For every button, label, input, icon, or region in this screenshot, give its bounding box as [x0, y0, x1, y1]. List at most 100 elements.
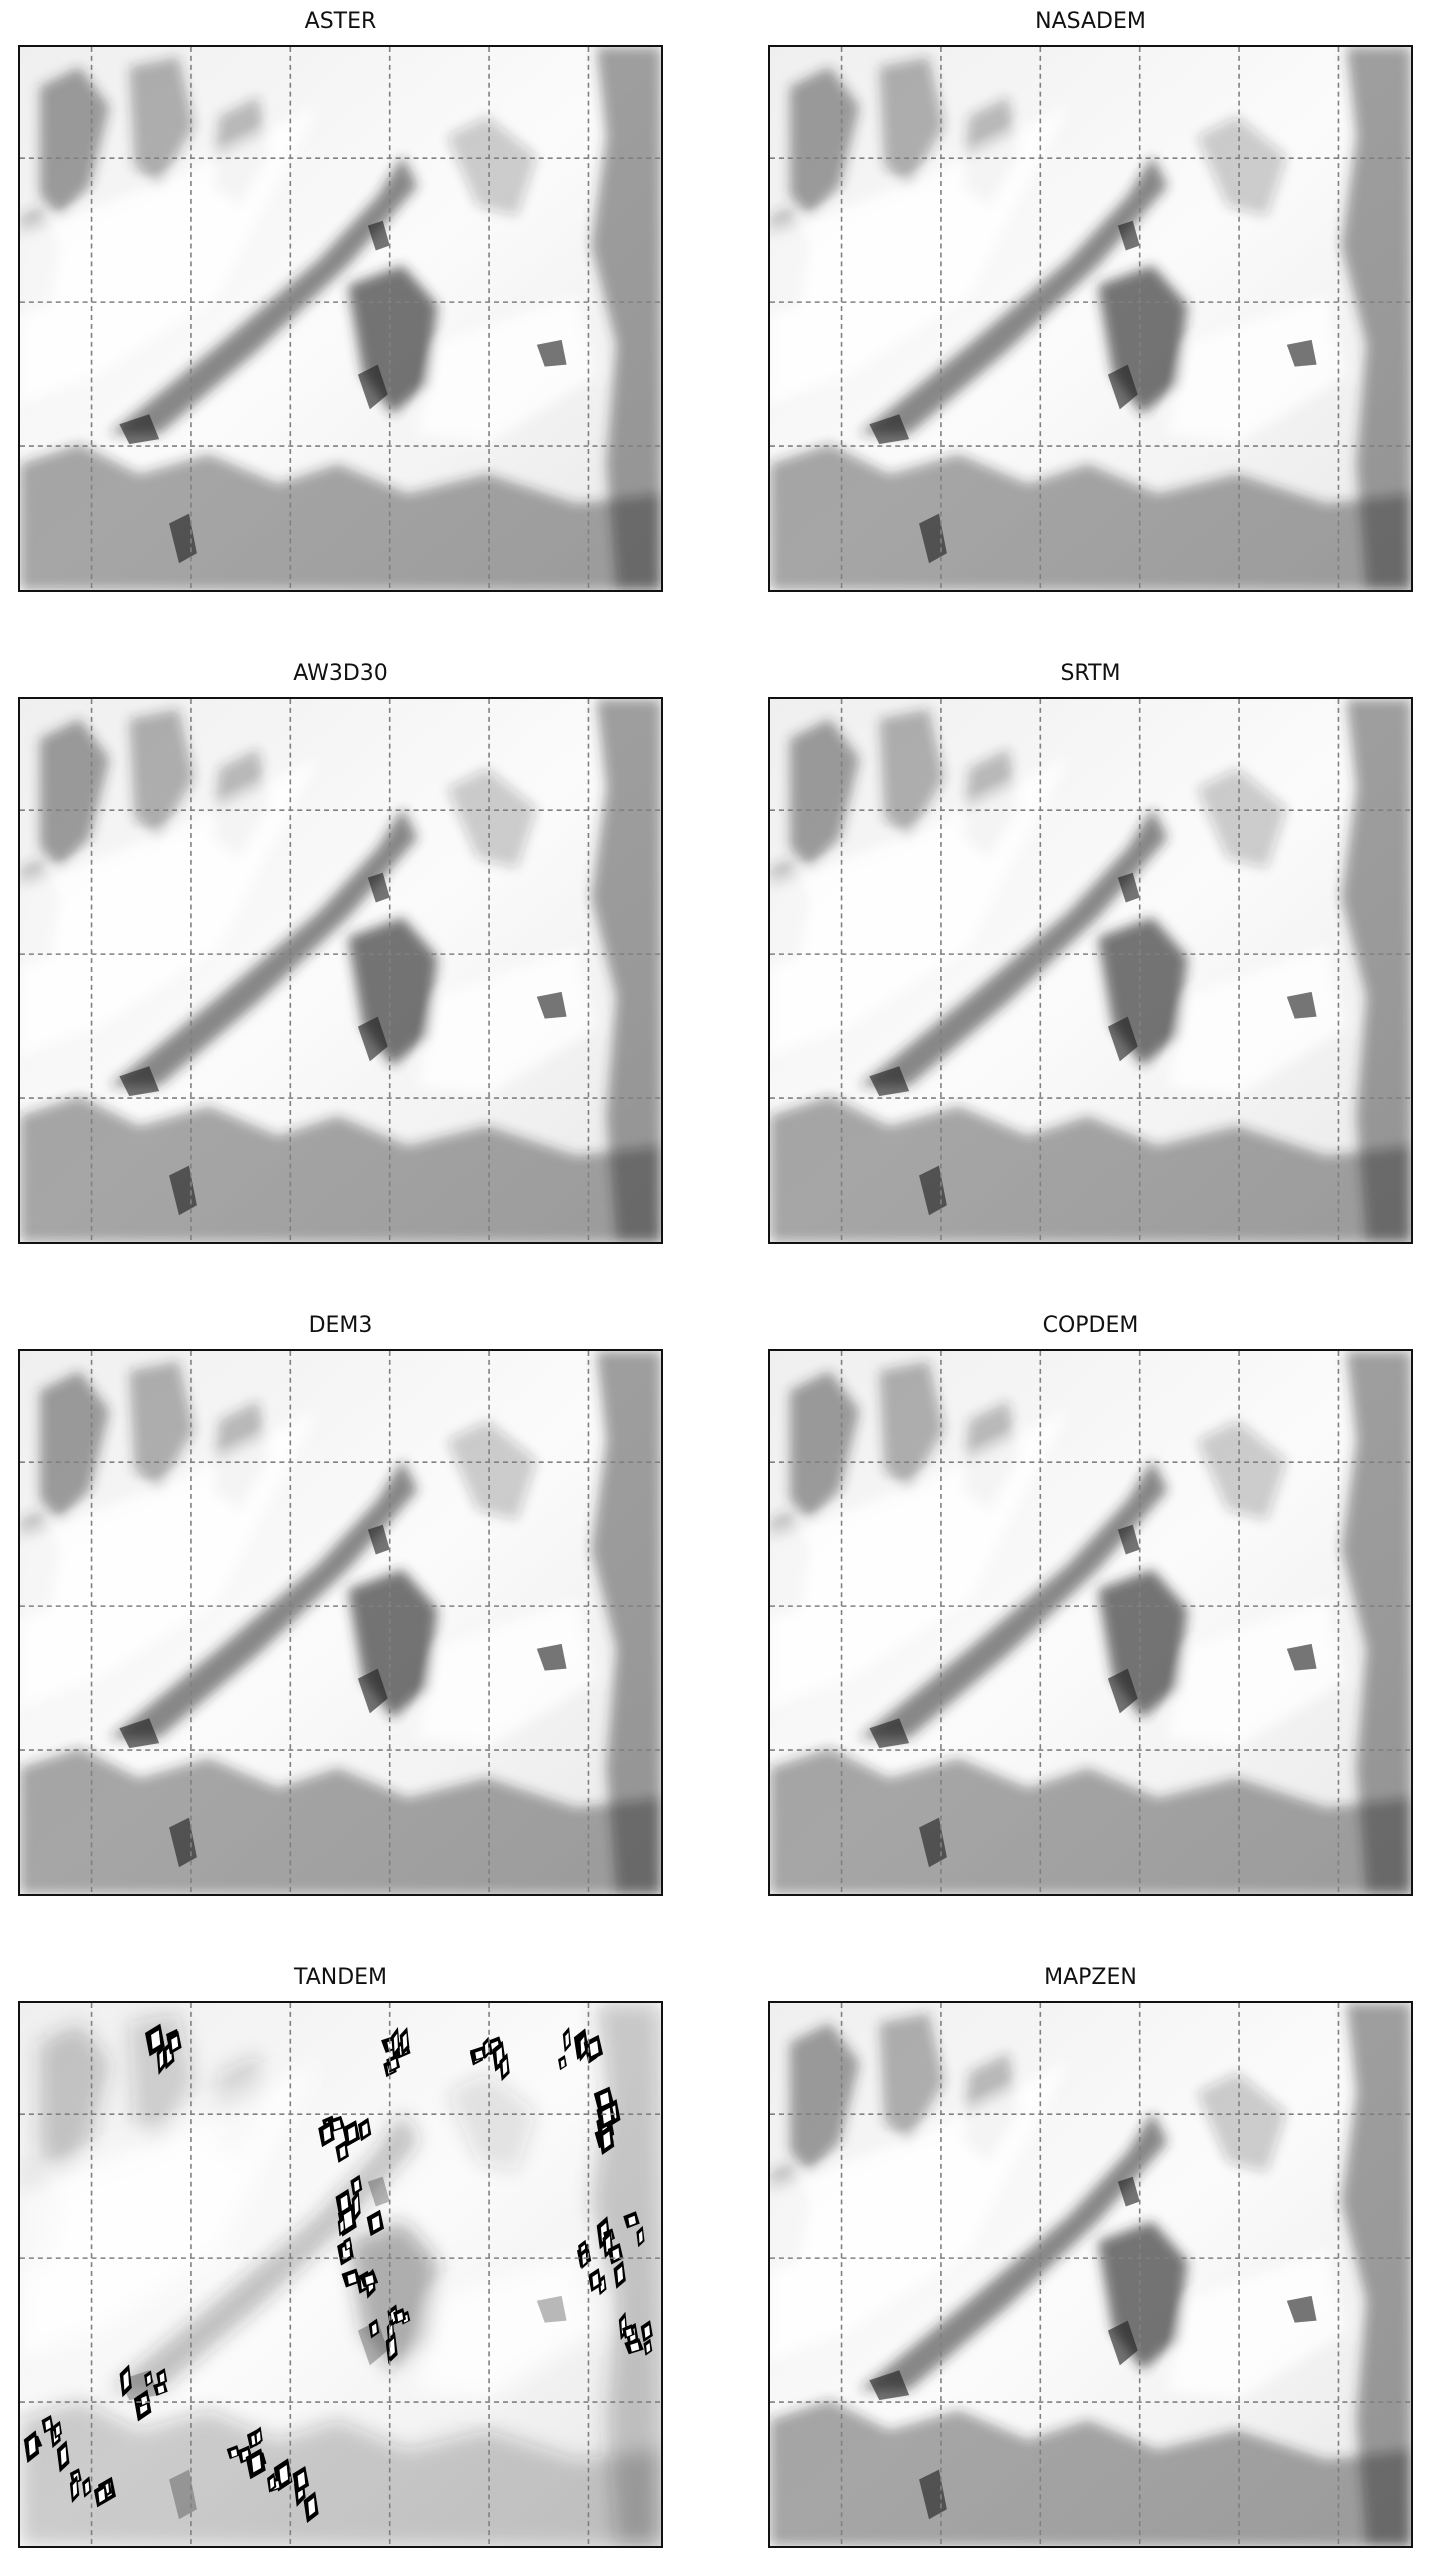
artifact-highlight — [612, 2248, 620, 2261]
artifact-clusters — [23, 2023, 653, 2524]
terrain-shadow — [1197, 2072, 1287, 2172]
terrain-shading — [20, 2003, 661, 2546]
terrain-shadow — [879, 56, 944, 186]
artifact-highlight — [98, 2488, 106, 2503]
terrain-dark-accent — [536, 2295, 567, 2323]
terrain-dark-accent — [919, 1817, 947, 1868]
artifact-highlight — [484, 2041, 489, 2055]
artifact-highlight — [256, 2431, 261, 2443]
terrain-highlight — [770, 2062, 1069, 2361]
artifact-highlight — [644, 2325, 651, 2338]
terrain-dark-accent — [367, 1524, 390, 1555]
artifact-highlight — [251, 2454, 262, 2473]
terrain-dark-accent — [169, 2469, 197, 2520]
terrain-shadow — [591, 47, 661, 590]
terrain-highlight — [770, 1410, 1069, 1709]
terrain-shadow — [859, 808, 1168, 1087]
artifact-highlight — [354, 2179, 360, 2192]
artifact-highlight — [297, 2471, 306, 2488]
artifact-highlight — [346, 2240, 351, 2250]
graticule — [20, 699, 661, 1242]
hillshade-svg — [20, 2003, 661, 2546]
hillshade-svg — [20, 47, 661, 590]
panel-srtm: SRTM — [768, 661, 1413, 1244]
artifact-highlight — [347, 2273, 357, 2285]
artifact-highlight — [340, 2220, 344, 2233]
artifact-highlight — [323, 2126, 331, 2142]
terrain-shadow — [1197, 1420, 1287, 1520]
terrain-accents — [869, 2176, 1317, 2520]
terrain-dark-accent — [919, 2469, 947, 2520]
terrain-dark-accent — [869, 1718, 910, 1749]
hillshade-svg — [20, 1351, 661, 1894]
panel-title: ASTER — [304, 9, 377, 34]
terrain-accents — [119, 872, 567, 1216]
artifact-highlight — [72, 2481, 78, 2498]
panel-dem3: DEM3 — [18, 1313, 663, 1896]
terrain-accents — [869, 1524, 1317, 1868]
panel-title: COPDEM — [1042, 1313, 1139, 1338]
terrain-shadow — [879, 708, 944, 838]
terrain-dark-accent — [536, 991, 567, 1019]
terrain-shadow — [1197, 116, 1287, 216]
terrain-dark-accent — [169, 1817, 197, 1868]
terrain-shadow — [859, 156, 1168, 435]
artifact-highlight — [362, 2123, 369, 2137]
terrain-dark-accent — [357, 2320, 388, 2366]
terrain-accents — [869, 872, 1317, 1216]
terrain-dark-accent — [1107, 364, 1138, 410]
terrain-shadow — [591, 1351, 661, 1894]
artifact-highlight — [60, 2446, 67, 2466]
terrain-dark-accent — [869, 2370, 910, 2401]
artifact-highlight — [603, 2131, 611, 2149]
terrain-dark-accent — [367, 872, 390, 903]
terrain-dark-accent — [536, 339, 567, 367]
terrain-dark-accent — [1117, 1524, 1140, 1555]
terrain-dark-accent — [1107, 2320, 1138, 2366]
hillshade-map — [18, 45, 663, 592]
artifact-highlight — [279, 2464, 289, 2484]
terrain-highlight — [20, 1410, 319, 1709]
terrain-highlight — [1167, 1599, 1347, 1749]
artifact-highlight — [159, 2050, 164, 2069]
artifact-highlight — [28, 2436, 36, 2456]
artifact-highlight — [630, 2342, 640, 2352]
artifact-highlight — [580, 2036, 585, 2055]
terrain-shadow — [447, 116, 537, 216]
terrain-dark-accent — [357, 1668, 388, 1714]
terrain-shadow — [129, 56, 194, 186]
hillshade-map — [18, 2001, 663, 2548]
artifact-highlight — [340, 2194, 349, 2211]
terrain-dark-accent — [869, 414, 910, 445]
graticule — [770, 699, 1411, 1242]
graticule — [20, 47, 661, 590]
terrain-highlight — [20, 2062, 319, 2361]
terrain-dark-accent — [357, 364, 388, 410]
terrain-shadow — [1341, 47, 1411, 590]
terrain-highlight — [770, 106, 1069, 405]
artifact-highlight — [600, 2279, 605, 2292]
graticule — [770, 1351, 1411, 1894]
terrain-dark-accent — [1107, 1016, 1138, 1062]
terrain-dark-accent — [919, 1165, 947, 1216]
terrain-shadow — [591, 699, 661, 1242]
artifact-highlight — [393, 2033, 398, 2052]
terrain-accents — [119, 1524, 567, 1868]
terrain-highlight — [417, 947, 597, 1097]
artifact-highlight — [625, 2328, 632, 2337]
terrain-shadow — [129, 708, 194, 838]
terrain-dark-accent — [1117, 2176, 1140, 2207]
terrain-shadow — [447, 1420, 537, 1520]
artifact-highlight — [397, 2312, 404, 2322]
terrain-dark-accent — [367, 220, 390, 251]
terrain-highlight — [1167, 947, 1347, 1097]
graticule — [770, 2003, 1411, 2546]
terrain-dark-accent — [119, 1718, 160, 1749]
terrain-shadow — [1341, 2003, 1411, 2546]
artifact-highlight — [269, 2477, 275, 2489]
terrain-shadow — [109, 1460, 418, 1739]
artifact-highlight — [602, 2107, 612, 2124]
artifact-highlight — [146, 2374, 151, 2385]
artifact-highlight — [617, 2266, 624, 2283]
terrain-highlight — [1167, 295, 1347, 445]
